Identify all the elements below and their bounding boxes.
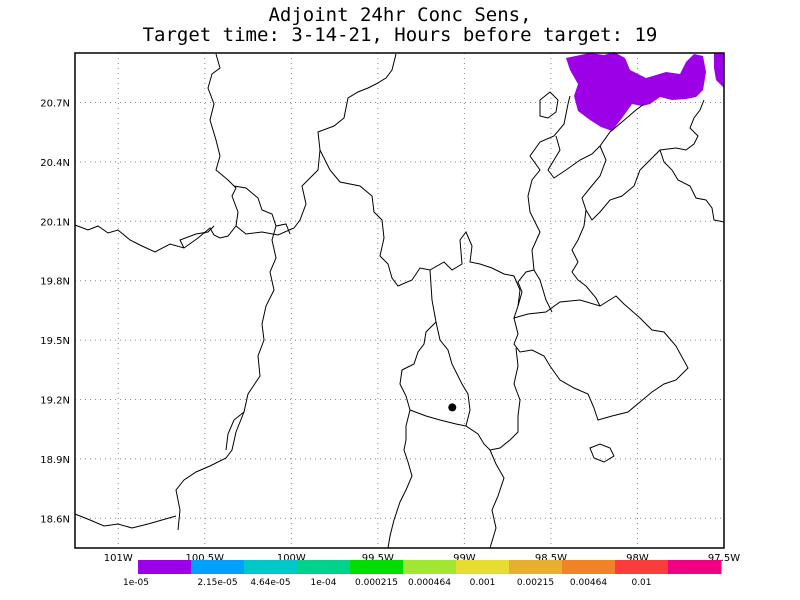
lon-tick-label: 98.5W xyxy=(535,553,567,564)
colorbar-swatch xyxy=(456,560,510,574)
lat-tick-label: 18.6N xyxy=(40,514,70,525)
colorbar-label: 0.000464 xyxy=(408,578,451,588)
colorbar-swatch xyxy=(350,560,404,574)
lon-tick-label: 99.5W xyxy=(362,553,394,564)
colorbar-label: 0.001 xyxy=(470,578,496,588)
colorbar-label: 0.000215 xyxy=(355,578,398,588)
sensitivity-region-edge xyxy=(714,53,724,88)
lon-tick-label: 101W xyxy=(104,553,133,564)
colorbar-swatch xyxy=(403,560,457,574)
plot-title-line-1: Adjoint 24hr Conc Sens, xyxy=(268,4,532,26)
lon-tick-label: 97.5W xyxy=(708,553,740,564)
colorbar-swatch xyxy=(191,560,245,574)
colorbar-swatch xyxy=(562,560,616,574)
colorbar-label: 4.64e-05 xyxy=(250,578,290,588)
colorbar-label: 0.01 xyxy=(631,578,651,588)
lon-tick-label: 99W xyxy=(453,553,476,564)
sensitivity-region-main xyxy=(566,52,706,131)
lon-tick-label: 100W xyxy=(277,553,306,564)
lon-tick-label: 100.5W xyxy=(186,553,225,564)
colorbar-label: 0.00215 xyxy=(517,578,554,588)
graticule xyxy=(75,53,725,548)
colorbar-label: 2.15e-05 xyxy=(197,578,237,588)
colorbar-swatch xyxy=(138,560,192,574)
lat-tick-label: 20.4N xyxy=(40,158,70,169)
colorbar-swatch xyxy=(668,560,722,574)
plot-title-line-2: Target time: 3-14-21, Hours before targe… xyxy=(142,24,658,46)
lon-tick-label: 98W xyxy=(626,553,649,564)
colorbar-label: 0.00464 xyxy=(570,578,607,588)
sensitivity-field xyxy=(566,52,724,131)
latitude-axis-labels: 20.7N 20.4N 20.1N 19.8N 19.5N 19.2N 18.9… xyxy=(40,99,70,526)
target-location-marker xyxy=(448,403,457,412)
lat-tick-label: 19.2N xyxy=(40,396,70,407)
colorbar-label: 1e-04 xyxy=(311,578,337,588)
lat-tick-label: 18.9N xyxy=(40,455,70,466)
plot-frame xyxy=(74,52,725,549)
longitude-axis-labels: 101W 100.5W 100W 99.5W 99W 98.5W 98W 97.… xyxy=(104,553,740,564)
colorbar-swatch xyxy=(615,560,669,574)
lat-tick-label: 20.7N xyxy=(40,99,70,110)
colorbar-swatch xyxy=(297,560,351,574)
colorbar-labels: 1e-05 2.15e-05 4.64e-05 1e-04 0.000215 0… xyxy=(123,578,652,588)
lat-tick-label: 19.8N xyxy=(40,277,70,288)
lat-tick-label: 20.1N xyxy=(40,217,70,228)
lat-tick-label: 19.5N xyxy=(40,336,70,347)
colorbar-swatch xyxy=(509,560,563,574)
state-boundaries xyxy=(74,53,725,549)
colorbar-label: 1e-05 xyxy=(123,578,149,588)
colorbar xyxy=(138,560,722,574)
colorbar-swatch xyxy=(244,560,298,574)
